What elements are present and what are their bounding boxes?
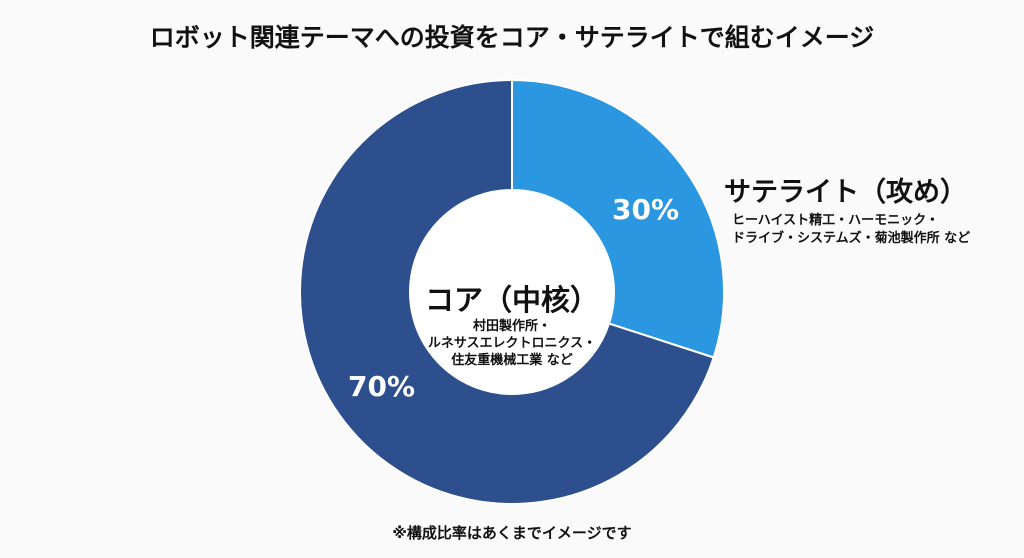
satellite-description: ヒーハイスト精工・ハーモニック・ ドライブ・システムズ・菊池製作所 など	[732, 212, 970, 248]
core-desc-line: 村田製作所・	[472, 319, 551, 334]
donut-hole	[410, 190, 614, 394]
core-description: 村田製作所・ ルネサスエレクトロニクス・ 住友重機械工業 など	[402, 318, 622, 369]
core-desc-line: 住友重機械工業 など	[451, 353, 573, 368]
satellite-desc-line: ドライブ・システムズ・菊池製作所 など	[732, 231, 971, 246]
core-title: コア（中核）	[424, 283, 599, 317]
satellite-desc-line: ヒーハイスト精工・ハーモニック・	[732, 213, 939, 228]
core-desc-line: ルネサスエレクトロニクス・	[427, 336, 597, 351]
chart-title: ロボット関連テーマへの投資をコア・サテライトで組むイメージ	[149, 23, 875, 52]
core-percent-label: 70%	[348, 370, 416, 403]
satellite-percent-label: 30%	[612, 193, 680, 226]
footnote: ※構成比率はあくまでイメージです	[392, 524, 632, 542]
satellite-title: サテライト（攻め）	[724, 177, 967, 208]
